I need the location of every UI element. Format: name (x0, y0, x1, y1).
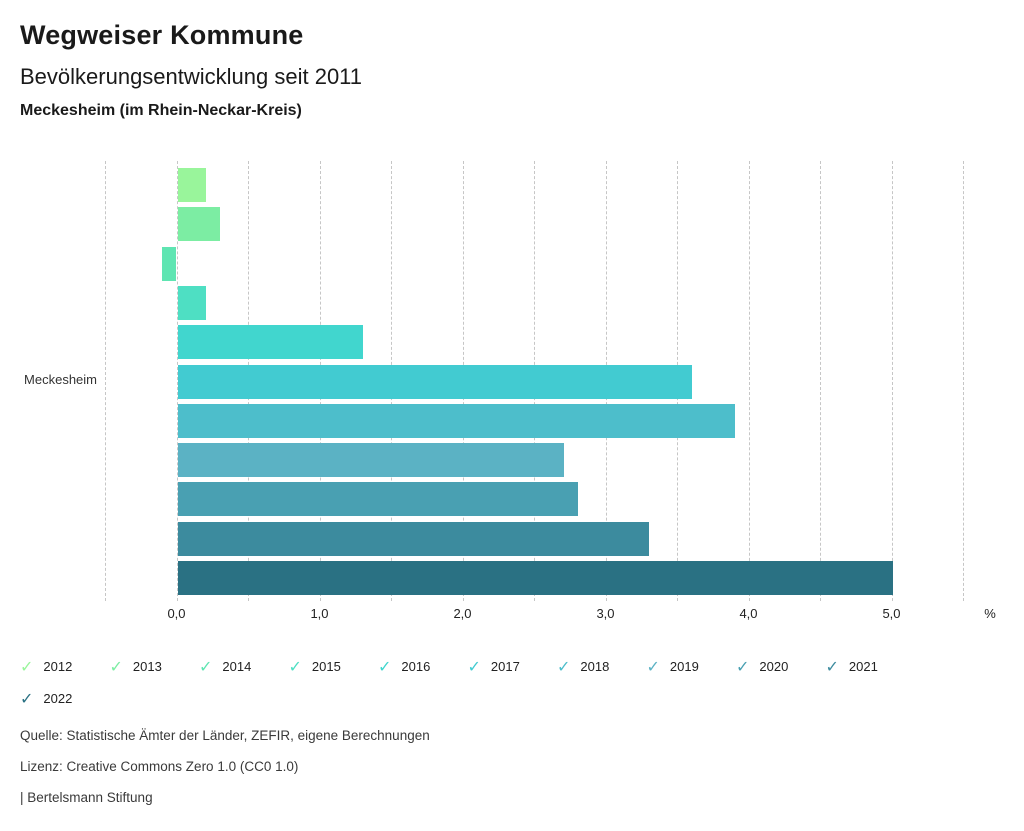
legend-item-label: 2012 (43, 658, 73, 674)
x-axis-tick-label: 3,0 (596, 606, 615, 621)
legend-item-label: 2018 (580, 658, 610, 674)
attribution-text: | Bertelsmann Stiftung (20, 790, 153, 805)
legend-item-2014[interactable]: ✓ 2014 (199, 652, 251, 680)
checkmark-icon: ✓ (288, 656, 302, 676)
checkmark-icon: ✓ (736, 656, 750, 676)
bar-2022 (177, 561, 893, 595)
legend-item-2020[interactable]: ✓ 2020 (736, 652, 788, 680)
legend-item-2013[interactable]: ✓ 2013 (110, 652, 162, 680)
checkmark-icon: ✓ (467, 656, 481, 676)
legend-item-label: 2014 (222, 658, 252, 674)
legend-item-2019[interactable]: ✓ 2019 (647, 652, 699, 680)
legend-item-2022[interactable]: ✓ 2022 (20, 684, 72, 712)
checkmark-icon: ✓ (825, 656, 839, 676)
legend-item-label: 2022 (43, 690, 73, 706)
legend-item-label: 2015 (311, 658, 341, 674)
checkmark-icon: ✓ (20, 688, 34, 708)
bar-2012 (177, 168, 207, 202)
x-axis-unit-label: % (984, 606, 996, 621)
legend-item-label: 2013 (132, 658, 162, 674)
page-title: Wegweiser Kommune (20, 20, 304, 50)
legend-item-2018[interactable]: ✓ 2018 (557, 652, 609, 680)
checkmark-icon: ✓ (557, 656, 571, 676)
bar-2015 (177, 285, 207, 320)
legend-item-label: 2019 (669, 658, 699, 674)
bar-2017 (177, 364, 693, 399)
legend-item-label: 2016 (401, 658, 431, 674)
legend-item-2015[interactable]: ✓ 2015 (289, 652, 341, 680)
chart-title: Bevölkerungsentwicklung seit 2011 (20, 64, 363, 89)
license-text: Lizenz: Creative Commons Zero 1.0 (CC0 1… (20, 759, 299, 774)
legend-item-2016[interactable]: ✓ 2016 (378, 652, 430, 680)
x-axis-tick-label: 0,0 (167, 606, 186, 621)
legend-item-label: 2017 (490, 658, 520, 674)
grid-line (963, 161, 964, 601)
chart-location-subtitle: Meckesheim (im Rhein-Neckar-Kreis) (20, 102, 302, 119)
x-axis-tick-label: 1,0 (310, 606, 329, 621)
x-axis-tick-label: 2,0 (453, 606, 472, 621)
grid-line (176, 161, 178, 601)
legend-item-label: 2020 (759, 658, 789, 674)
checkmark-icon: ✓ (199, 656, 213, 676)
grid-line (748, 161, 750, 601)
bar-2014 (162, 246, 177, 281)
bar-2021 (177, 521, 650, 556)
legend-item-2012[interactable]: ✓ 2012 (20, 652, 72, 680)
checkmark-icon: ✓ (20, 656, 34, 676)
plot-area (105, 161, 964, 601)
x-axis-tick-label: 5,0 (882, 606, 901, 621)
y-axis-category-label: Meckesheim (24, 372, 97, 387)
grid-line (820, 161, 821, 601)
bar-2018 (177, 403, 736, 438)
checkmark-icon: ✓ (378, 656, 392, 676)
bar-2020 (177, 482, 578, 517)
bar-2016 (177, 325, 364, 360)
legend-item-2017[interactable]: ✓ 2017 (468, 652, 520, 680)
bar-2019 (177, 443, 564, 478)
x-axis: % 0,0 1,0 2,0 3,0 4,0 5,0 (105, 606, 1015, 624)
bar-2013 (177, 207, 221, 242)
grid-line (105, 161, 106, 601)
checkmark-icon: ✓ (646, 656, 660, 676)
checkmark-icon: ✓ (109, 656, 123, 676)
source-text: Quelle: Statistische Ämter der Länder, Z… (20, 728, 430, 743)
x-axis-tick-label: 4,0 (739, 606, 758, 621)
grid-line (891, 161, 893, 601)
chart-legend: ✓ 2012 ✓ 2013 ✓ 2014 ✓ 2015 ✓ 2016 ✓ 2017 ✓ 2018 ✓ 2019… (0, 652, 1024, 716)
legend-item-label: 2021 (848, 658, 878, 674)
legend-item-2021[interactable]: ✓ 2021 (826, 652, 878, 680)
